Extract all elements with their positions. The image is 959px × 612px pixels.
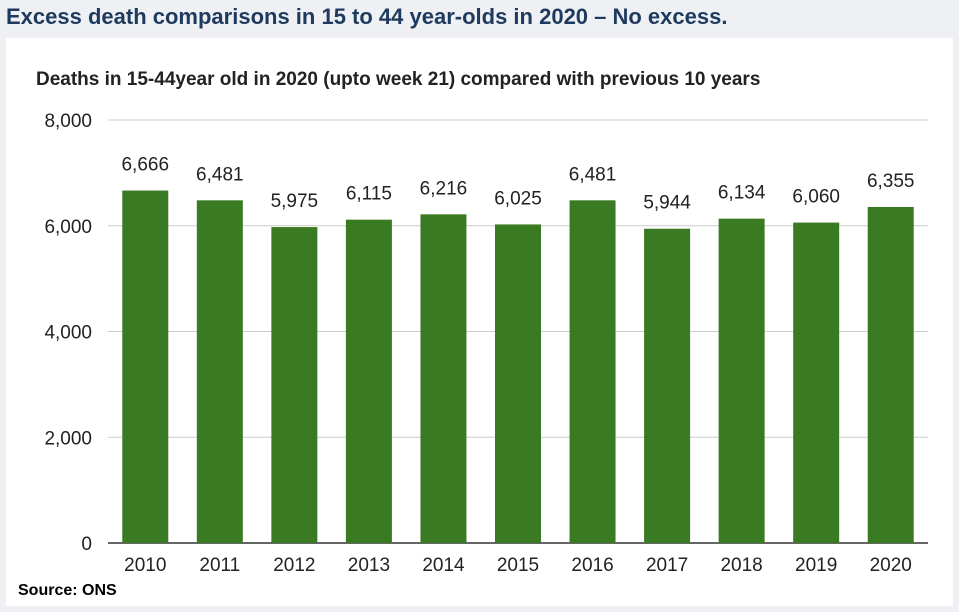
bar-2013: [345, 219, 392, 543]
x-tick-label: 2013: [348, 555, 390, 576]
x-axis-ticks: 2010 2011 2012 2013 2014 2015 2016 2017 2018 2019…: [124, 555, 912, 576]
bar-2012: [271, 227, 318, 543]
bar-2011: [196, 200, 243, 543]
bar-2017: [644, 228, 691, 543]
chart-panel: Deaths in 15-44year old in 2020 (upto we…: [6, 38, 953, 606]
source-note: Source: ONS: [18, 582, 117, 599]
page-title: Excess death comparisons in 15 to 44 yea…: [6, 4, 728, 29]
y-tick-label: 8,000: [44, 111, 92, 132]
data-label-2016: 6,481: [569, 164, 617, 185]
data-label-2015: 6,025: [494, 188, 542, 209]
bar-2015: [495, 224, 541, 543]
data-label-2018: 6,134: [718, 183, 766, 204]
x-tick-label: 2019: [795, 555, 837, 576]
x-tick-label: 2014: [422, 555, 465, 576]
y-tick-label: 4,000: [44, 323, 92, 344]
bar-chart: Deaths in 15-44year old in 2020 (upto we…: [36, 69, 928, 576]
y-tick-label: 0: [81, 534, 92, 555]
x-tick-label: 2012: [273, 555, 315, 576]
data-label-2020: 6,355: [867, 171, 915, 192]
x-tick-label: 2018: [720, 555, 762, 576]
data-label-2011: 6,481: [196, 164, 244, 185]
x-tick-label: 2016: [571, 555, 613, 576]
data-label-2013: 6,115: [346, 184, 392, 205]
bar-2018: [718, 218, 765, 544]
y-tick-label: 6,000: [44, 217, 92, 238]
y-tick-label: 2,000: [44, 428, 92, 449]
bar-2010: [122, 190, 169, 543]
x-tick-label: 2011: [199, 555, 240, 576]
data-label-2019: 6,060: [792, 187, 840, 208]
bar-2020: [867, 206, 914, 543]
data-label-2014: 6,216: [420, 178, 468, 199]
bar-2016: [569, 200, 616, 543]
x-tick-label: 2010: [124, 555, 166, 576]
data-label-2012: 5,975: [271, 191, 319, 212]
bars: [122, 190, 914, 544]
chart-title: Deaths in 15-44year old in 2020 (upto we…: [36, 69, 760, 90]
bar-2019: [793, 222, 840, 543]
y-axis-ticks: 0 2,000 4,000 6,000 8,000: [44, 111, 92, 555]
bar-2014: [420, 214, 467, 544]
data-label-2017: 5,944: [643, 193, 691, 214]
x-tick-label: 2017: [646, 555, 688, 576]
x-tick-label: 2015: [497, 555, 539, 576]
x-tick-label: 2020: [870, 555, 912, 576]
data-label-2010: 6,666: [121, 155, 169, 176]
data-labels: 6,666 6,481 5,975 6,115 6,216 6,025 6,481 5,944…: [121, 155, 914, 214]
